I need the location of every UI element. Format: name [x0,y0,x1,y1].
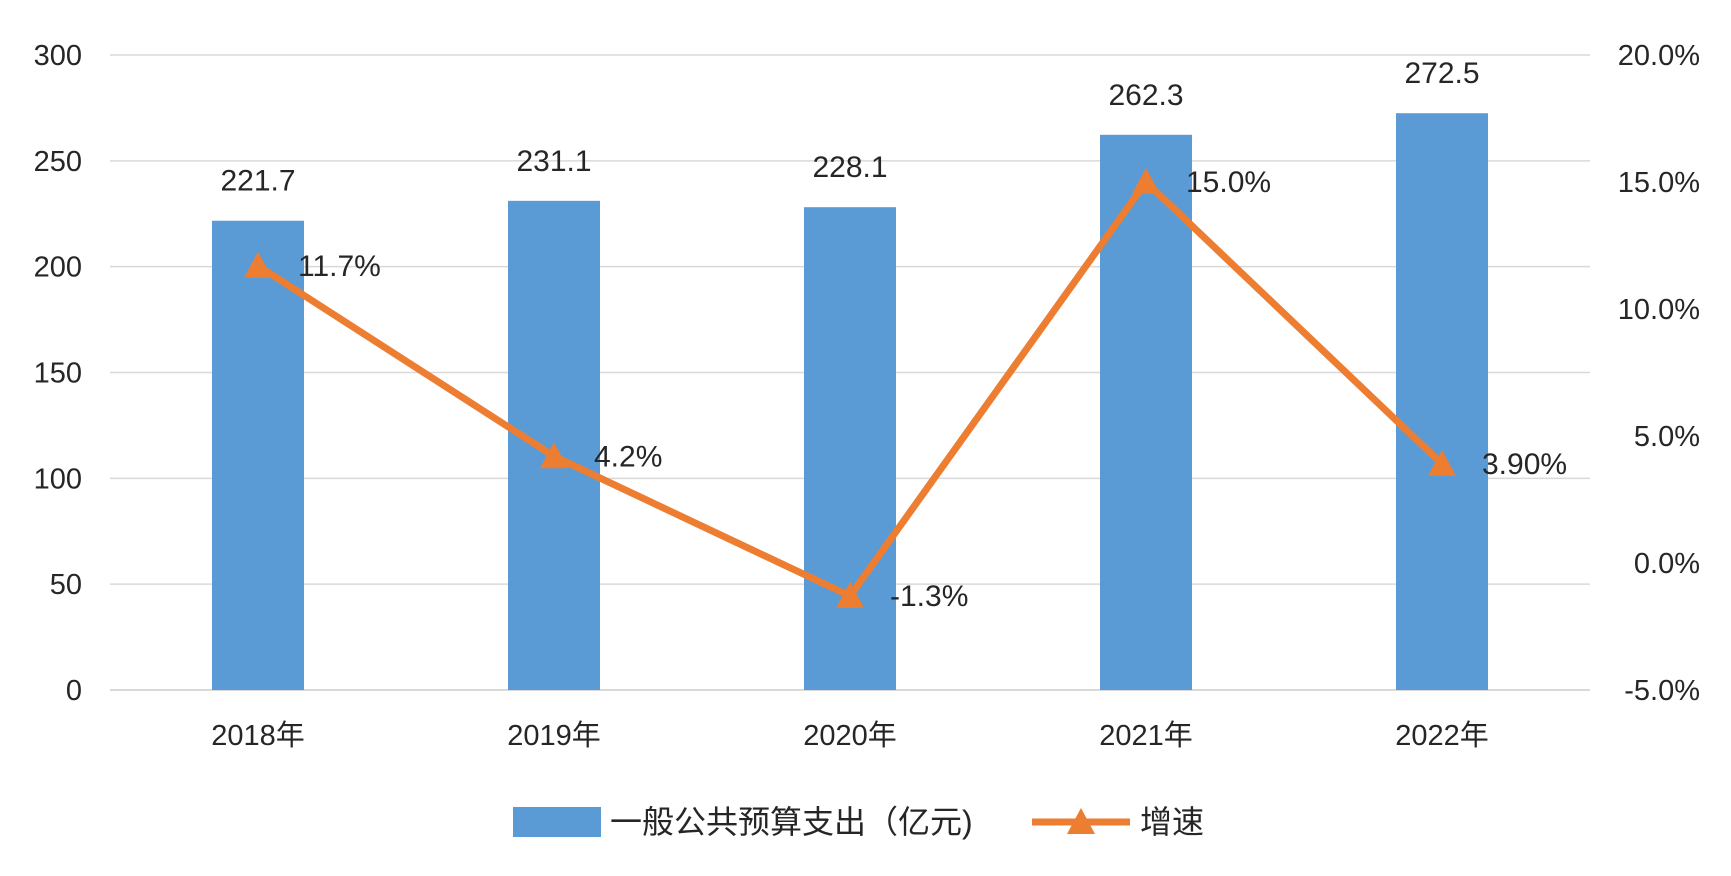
x-tick-label: 2022年 [1395,719,1489,752]
legend-bar-swatch [513,807,601,837]
y-right-tick-label: 0.0% [1634,548,1700,580]
legend: 一般公共预算支出（亿元) 增速 [513,804,1204,840]
bar [1396,113,1488,691]
bar-layer [212,113,1488,691]
growth-point [1132,168,1160,194]
y-left-tick-label: 200 [34,252,82,284]
y-right-tick-label: -5.0% [1624,675,1700,707]
x-tick-label: 2021年 [1099,719,1193,752]
bar-data-label: 231.1 [516,145,591,178]
bar [1100,134,1192,690]
y-right-tick-label: 20.0% [1618,40,1700,72]
line-layer [244,168,1456,608]
y-left-tick-label: 50 [50,569,82,601]
growth-point [836,582,864,608]
x-tick-label: 2020年 [803,719,897,752]
y-right-tick-label: 10.0% [1618,294,1700,326]
y-right-tick-label: 15.0% [1618,167,1700,199]
x-tick-label: 2019年 [507,719,601,752]
x-tick-label: 2018年 [211,719,305,752]
y-left-tick-label: 150 [34,358,82,390]
growth-point [244,251,272,278]
line-data-label: -1.3% [890,580,968,613]
bar-data-label: 228.1 [812,151,887,184]
line-data-label: 4.2% [594,440,662,473]
line-data-label: 3.90% [1482,448,1567,481]
bar [212,220,304,691]
bar [804,207,896,690]
growth-point [1428,449,1456,476]
growth-point [540,442,568,469]
y-right-tick-label: 5.0% [1634,421,1700,453]
y-left-tick-label: 300 [34,40,82,72]
bar-data-label: 262.3 [1108,79,1183,112]
legend-bar-label: 一般公共预算支出（亿元) [610,804,973,840]
bar-data-label: 221.7 [220,165,295,198]
y-left-tick-label: 250 [34,146,82,178]
legend-line-marker [1067,808,1095,834]
label-layer: 221.7 231.1 228.1 262.3 272.5 11.7% 4.2% -1.3% 1… [220,57,1567,613]
y-left-tick-label: 0 [66,675,82,707]
axis-layer: 0 50 100 150 200 250 300 -5.0% 0.0% 5.0% 10.0% 15.0… [34,40,1700,752]
bar-data-label: 272.5 [1404,57,1479,90]
line-data-label: 15.0% [1186,166,1271,199]
line-data-label: 11.7% [298,250,381,283]
y-left-tick-label: 100 [34,463,82,495]
legend-line-label: 增速 [1140,804,1204,840]
